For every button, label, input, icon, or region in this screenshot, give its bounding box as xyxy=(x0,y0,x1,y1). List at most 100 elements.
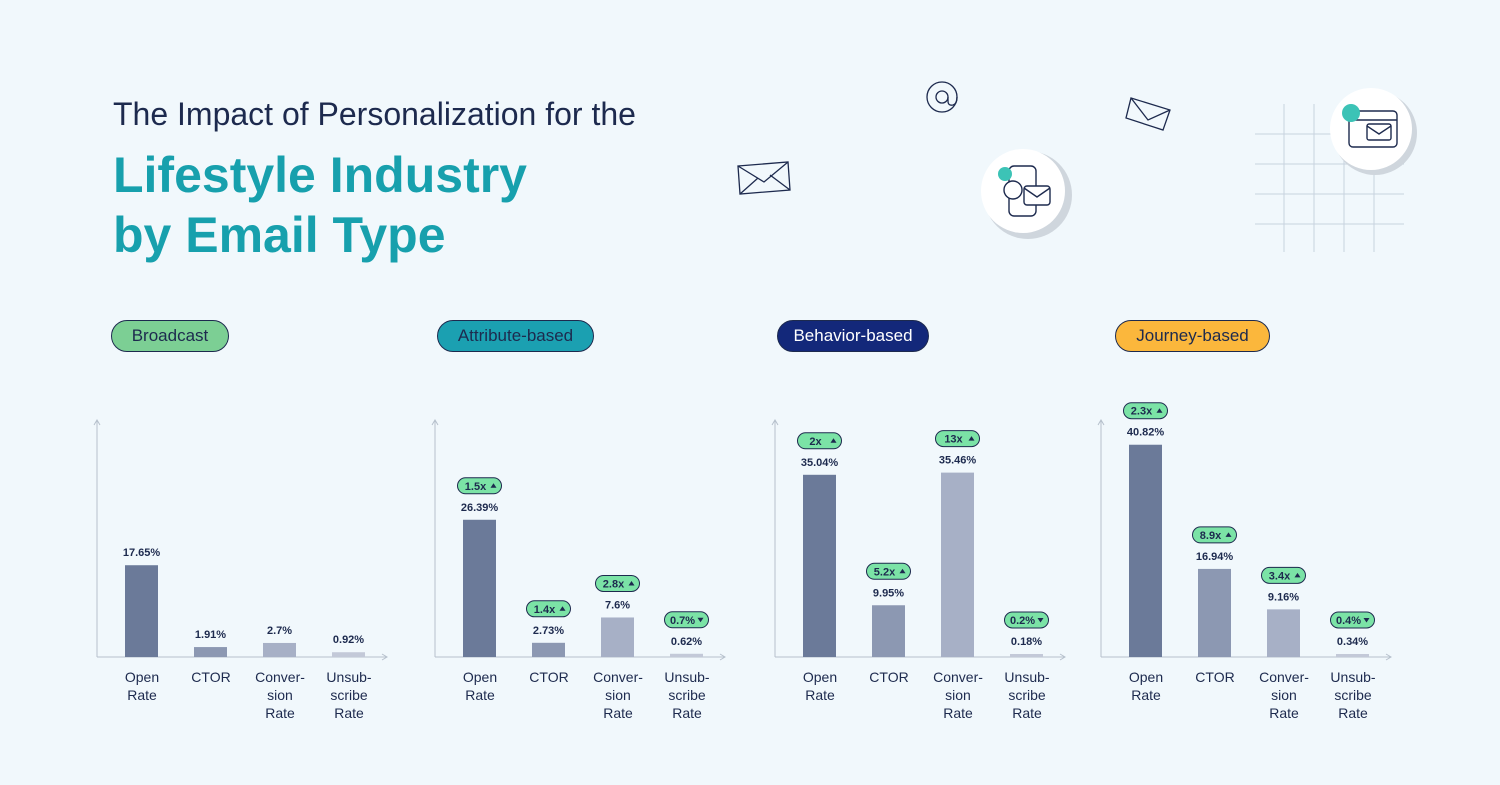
bar xyxy=(532,642,565,657)
badge-text: 0.4% xyxy=(1336,615,1361,627)
chart-1: 17.65% Open Rate 1.91% CTOR 2.7% Conver-sion Ra… xyxy=(93,419,388,721)
badge-text: 13x xyxy=(944,434,963,446)
x-axis-arrow xyxy=(381,653,388,661)
group-pill-journey-based: Journey-based xyxy=(1115,320,1270,352)
category-label: sion xyxy=(605,687,631,703)
bar xyxy=(194,647,227,657)
category-label: sion xyxy=(267,687,293,703)
multiplier-badge: 13x xyxy=(935,430,980,448)
x-axis-arrow xyxy=(719,653,726,661)
category-label: scribe xyxy=(1008,687,1046,703)
category-label: CTOR xyxy=(191,669,230,685)
data-label: 0.92% xyxy=(333,634,364,646)
bar xyxy=(803,474,836,657)
group-pill-behavior-based: Behavior-based xyxy=(777,320,929,352)
arrow-up-icon xyxy=(899,568,906,574)
category-label: Rate xyxy=(334,705,364,721)
data-label: 17.65% xyxy=(123,547,161,559)
category-label: Rate xyxy=(1269,705,1299,721)
at-sign-icon xyxy=(926,81,958,113)
bar xyxy=(1267,609,1300,657)
badge-text: 5.2x xyxy=(874,566,896,578)
bar xyxy=(872,605,905,657)
multiplier-badge: 3.4x xyxy=(1261,566,1306,584)
category-label: Rate xyxy=(603,705,633,721)
multiplier-badge: 1.4x xyxy=(526,600,571,618)
arrow-down-icon xyxy=(1037,618,1044,623)
data-label: 1.91% xyxy=(195,629,226,641)
chart-4: 40.82% 2.3x Open Rate 16.94% 8.9x CTOR 9.16% 3.4… xyxy=(1097,402,1392,721)
data-label: 26.39% xyxy=(461,502,499,514)
title-line-1: The Impact of Personalization for the xyxy=(113,96,636,132)
badge-pill xyxy=(1123,402,1168,420)
data-label: 2.73% xyxy=(533,625,564,637)
category-label: Rate xyxy=(805,687,835,703)
data-label: 35.46% xyxy=(939,455,977,467)
envelope-icon xyxy=(737,161,791,195)
chart-2: 26.39% 1.5x Open Rate 2.73% 1.4x CTOR 7.6% 2.8x C… xyxy=(431,419,726,721)
bar xyxy=(1010,654,1043,657)
data-label: 35.04% xyxy=(801,457,839,469)
y-axis-arrow xyxy=(771,419,779,426)
y-axis-arrow xyxy=(93,419,101,426)
badge-text: 1.4x xyxy=(534,604,556,616)
chart-3: 35.04% 2x Open Rate 9.95% 5.2x CTOR 35.46% 13x Co… xyxy=(771,419,1066,721)
category-label: Unsub- xyxy=(1330,669,1375,685)
group-pill-broadcast: Broadcast xyxy=(111,320,229,352)
data-label: 16.94% xyxy=(1196,551,1234,563)
badge-text: 8.9x xyxy=(1200,530,1222,542)
category-label: Open xyxy=(463,669,497,685)
headline: Lifestyle Industry by Email Type xyxy=(113,145,527,265)
bar xyxy=(1198,568,1231,657)
bar xyxy=(1336,654,1369,657)
category-label: Rate xyxy=(465,687,495,703)
category-label: sion xyxy=(945,687,971,703)
bar xyxy=(670,653,703,657)
x-axis-arrow xyxy=(1385,653,1392,661)
browser-mail-icon xyxy=(1330,88,1417,175)
data-label: 9.95% xyxy=(873,587,904,599)
x-axis-arrow xyxy=(1059,653,1066,661)
category-label: scribe xyxy=(668,687,706,703)
badge-text: 0.2% xyxy=(1010,615,1035,627)
y-axis-arrow xyxy=(1097,419,1105,426)
badge-pill xyxy=(1192,526,1237,544)
badge-pill xyxy=(457,477,502,495)
category-label: sion xyxy=(1271,687,1297,703)
multiplier-badge: 8.9x xyxy=(1192,526,1237,544)
category-label: Rate xyxy=(1338,705,1368,721)
bar xyxy=(332,652,365,657)
bar xyxy=(263,642,296,657)
category-label: scribe xyxy=(330,687,368,703)
data-label: 0.62% xyxy=(671,636,702,648)
chat-phone-icon xyxy=(981,149,1072,239)
category-label: Conver- xyxy=(1259,669,1309,685)
category-label: Open xyxy=(1129,669,1163,685)
group-pill-attribute-based: Attribute-based xyxy=(437,320,594,352)
badge-text: 3.4x xyxy=(1269,570,1291,582)
badge-pill xyxy=(595,574,640,592)
badge-text: 1.5x xyxy=(465,481,487,493)
bar xyxy=(941,472,974,657)
arrow-down-icon xyxy=(1363,618,1370,623)
badge-text: 0.7% xyxy=(670,615,695,627)
arrow-up-icon xyxy=(1156,408,1163,413)
badge-text: 2.8x xyxy=(603,578,625,590)
bar xyxy=(125,565,158,657)
category-label: Rate xyxy=(943,705,973,721)
arrow-up-icon xyxy=(830,438,837,443)
badge-pill xyxy=(1330,611,1375,629)
category-label: Open xyxy=(125,669,159,685)
category-label: Conver- xyxy=(255,669,305,685)
badge-pill xyxy=(866,562,911,580)
y-axis-arrow xyxy=(431,419,439,426)
multiplier-badge: 2.3x xyxy=(1123,402,1168,420)
multiplier-badge: 2x xyxy=(797,432,842,450)
category-label: Open xyxy=(803,669,837,685)
badge-pill xyxy=(664,611,709,629)
arrow-up-icon xyxy=(490,483,497,488)
arrow-up-icon xyxy=(1294,572,1301,578)
arrow-up-icon xyxy=(628,580,635,586)
headline-line-1: Lifestyle Industry xyxy=(113,147,527,203)
arrow-up-icon xyxy=(1225,532,1232,537)
